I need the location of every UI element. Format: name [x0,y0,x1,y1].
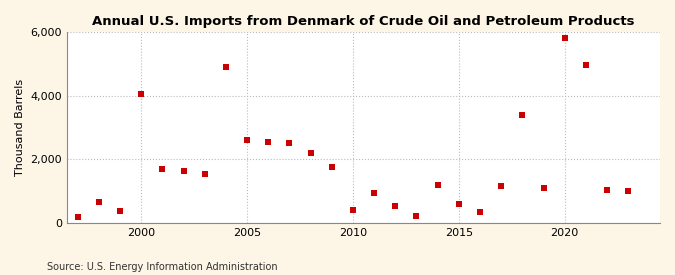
Point [560,36,570,40]
Point [305,151,316,155]
Text: Source: U.S. Energy Information Administration: Source: U.S. Energy Information Administ… [47,262,278,272]
Point [157,167,168,171]
Y-axis label: Thousand Barrels: Thousand Barrels [15,79,25,176]
Point [115,209,126,213]
Point [580,63,591,68]
Point [538,186,549,190]
Point [411,214,422,218]
Point [454,202,464,206]
Point [263,140,273,144]
Point [623,189,634,194]
Point [93,200,104,205]
Point [432,183,443,187]
Point [390,204,401,208]
Point [601,188,612,192]
Point [221,65,232,69]
Point [199,172,210,176]
Point [242,138,252,142]
Point [136,92,146,96]
Point [178,168,189,173]
Point [495,184,506,189]
Point [348,208,358,213]
Point [517,112,528,117]
Point [369,191,379,195]
Point [326,165,337,170]
Point [72,214,83,219]
Point [475,210,485,214]
Point [284,140,295,145]
Title: Annual U.S. Imports from Denmark of Crude Oil and Petroleum Products: Annual U.S. Imports from Denmark of Crud… [92,15,634,28]
